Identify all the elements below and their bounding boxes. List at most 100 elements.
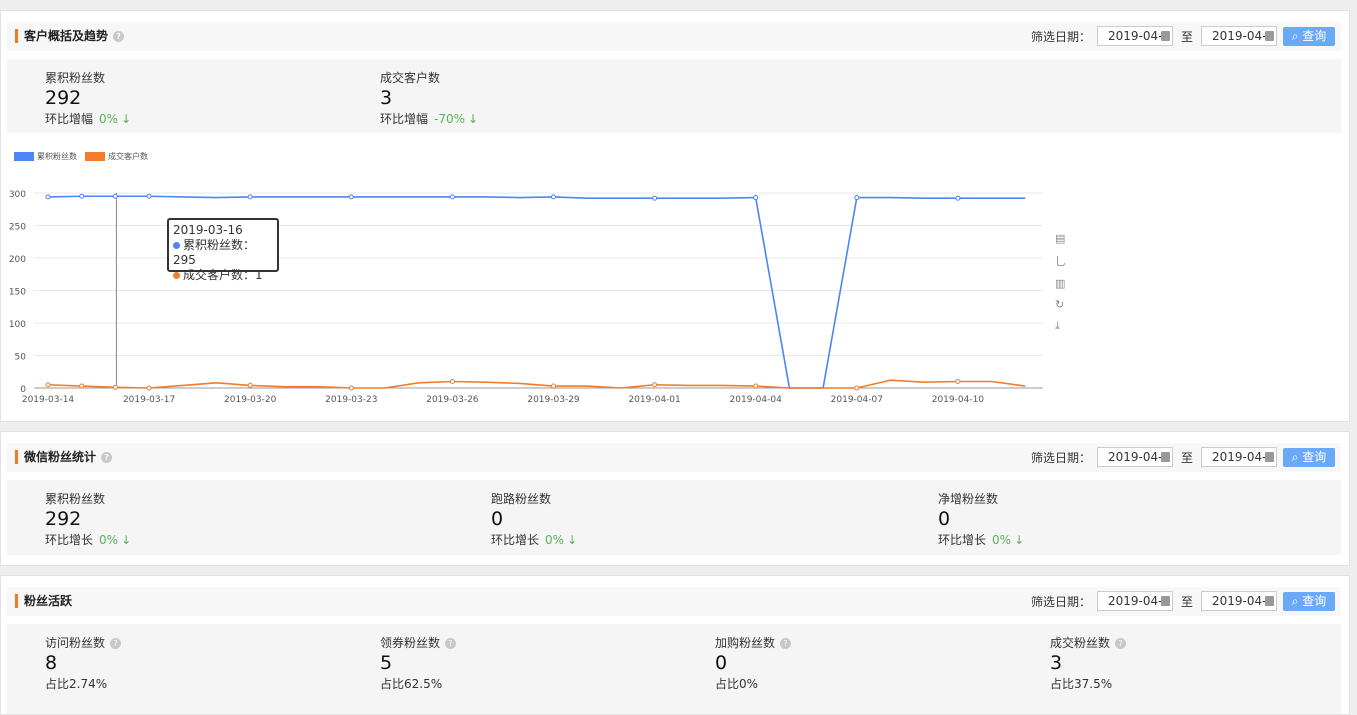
start-date-value: 2019-04-12 <box>1107 29 1162 43</box>
help-icon[interactable]: ? <box>101 452 113 463</box>
start-date-input[interactable]: 2019-04-12 <box>1096 591 1173 611</box>
bar-icon[interactable]: ▥ <box>1055 277 1066 290</box>
to-label: 至 <box>1180 29 1193 44</box>
y-tick-label: 150 <box>9 288 26 298</box>
data-view-icon[interactable]: ▤ <box>1055 232 1066 245</box>
end-date-input[interactable]: 2019-04-12 <box>1201 26 1277 46</box>
x-tick-label: 2019-04-04 <box>730 395 783 405</box>
stat-coupon-fans: 领券粉丝数? 5 占比62.5% <box>380 634 457 692</box>
arrow-down-icon: ↓ <box>121 112 132 126</box>
data-point <box>955 379 961 384</box>
help-icon[interactable]: ? <box>110 638 122 649</box>
stat-ratio: 占比2.74% <box>45 677 108 691</box>
title-text: 粉丝活跃 <box>24 594 73 608</box>
y-tick-label: 100 <box>9 320 26 330</box>
query-button[interactable]: ⌕ 查询 <box>1283 591 1335 611</box>
stat-change: 环比增长 0% ↓ <box>491 531 577 548</box>
end-date-input[interactable]: 2019-04-12 <box>1201 591 1277 611</box>
stat-value: 3 <box>380 87 393 109</box>
stat-value: 3 <box>1050 652 1063 674</box>
chart-legend: 累积粉丝数 成交客户数 <box>14 151 148 162</box>
legend-label: 成交客户数 <box>108 152 148 161</box>
data-point <box>45 382 51 388</box>
end-date-value: 2019-04-12 <box>1212 450 1266 464</box>
stat-label: 成交粉丝数? <box>1050 634 1127 651</box>
label-text: 领券粉丝数 <box>380 636 441 650</box>
line-icon[interactable]: ⺃ <box>1055 255 1066 268</box>
arrow-down-icon: ↓ <box>121 533 132 547</box>
y-tick-label: 0 <box>20 385 26 395</box>
data-point <box>247 382 253 388</box>
data-point <box>112 384 118 390</box>
change-label: 环比增长 <box>45 533 94 547</box>
arrow-down-icon: ↓ <box>567 533 578 547</box>
legend-item-customers[interactable]: 成交客户数 <box>85 151 148 162</box>
help-icon[interactable]: ? <box>113 31 125 42</box>
change-value: 0% <box>992 533 1012 547</box>
legend-item-fans[interactable]: 累积粉丝数 <box>14 151 77 162</box>
help-icon[interactable]: ? <box>445 638 457 649</box>
calendar-icon[interactable] <box>1265 31 1274 41</box>
restore-icon[interactable]: ↻ <box>1055 298 1065 311</box>
stat-visit-fans: 访问粉丝数? 8 占比2.74% <box>45 634 122 692</box>
change-label: 环比增幅 <box>380 112 429 126</box>
section-title: 客户概括及趋势? <box>15 29 125 43</box>
active-section: 粉丝活跃 筛选日期： 2019-04-12 至 2019-04-12 ⌕ 查询 … <box>0 575 1350 715</box>
stat-label: 累积粉丝数 <box>45 71 106 85</box>
query-button[interactable]: ⌕ 查询 <box>1283 447 1335 467</box>
tooltip-text: 成交客户数：1 <box>183 268 263 282</box>
download-icon[interactable]: ⤓ <box>1055 319 1060 332</box>
tooltip-row: 累积粉丝数：295 <box>173 238 273 268</box>
label-text: 加购粉丝数 <box>715 636 776 650</box>
wechat-section: 微信粉丝统计? 筛选日期： 2019-04-12 至 2019-04-12 ⌕ … <box>0 431 1350 566</box>
filter-label: 筛选日期： <box>1030 29 1091 44</box>
start-date-input[interactable]: 2019-04-12 <box>1096 447 1173 467</box>
stat-cart-fans: 加购粉丝数? 0 占比0% <box>715 634 792 692</box>
calendar-icon[interactable] <box>1160 31 1170 41</box>
start-date-value: 2019-04-12 <box>1107 450 1162 464</box>
help-icon[interactable]: ? <box>780 638 792 649</box>
calendar-icon[interactable] <box>1160 596 1170 606</box>
data-point <box>112 193 118 199</box>
stat-value: 292 <box>45 87 82 109</box>
stat-value: 292 <box>45 508 82 530</box>
stat-value: 5 <box>380 652 393 674</box>
calendar-icon[interactable] <box>1265 596 1274 606</box>
data-point <box>854 195 860 201</box>
end-date-input[interactable]: 2019-04-12 <box>1201 447 1277 467</box>
stat-label: 净增粉丝数 <box>938 492 999 506</box>
filter-label: 筛选日期： <box>1030 450 1091 465</box>
stat-net-fans: 净增粉丝数 0 环比增长 0% ↓ <box>938 490 1024 548</box>
series-line-0 <box>47 195 1026 389</box>
help-icon[interactable]: ? <box>1115 638 1127 649</box>
data-point <box>551 383 556 389</box>
data-point <box>79 383 85 389</box>
x-tick-label: 2019-03-26 <box>426 395 479 405</box>
active-header: 粉丝活跃 筛选日期： 2019-04-12 至 2019-04-12 ⌕ 查询 <box>7 587 1341 616</box>
x-tick-label: 2019-03-29 <box>527 395 580 405</box>
data-point <box>652 195 658 201</box>
stat-change: 环比增幅 0% ↓ <box>45 110 131 127</box>
change-value: -70% <box>434 112 466 126</box>
calendar-icon[interactable] <box>1265 452 1274 462</box>
data-point <box>449 379 455 384</box>
title-text: 客户概括及趋势 <box>24 29 109 43</box>
calendar-icon[interactable] <box>1160 452 1170 462</box>
start-date-input[interactable]: 2019-04-12 <box>1096 26 1173 46</box>
query-label: 查询 <box>1302 28 1327 43</box>
stat-label: 跑路粉丝数 <box>491 492 552 506</box>
data-point <box>79 193 85 199</box>
x-tick-label: 2019-03-23 <box>325 395 377 405</box>
wechat-header: 微信粉丝统计? 筛选日期： 2019-04-12 至 2019-04-12 ⌕ … <box>7 443 1341 472</box>
y-tick-label: 300 <box>9 190 26 200</box>
date-filter: 筛选日期： 2019-04-12 至 2019-04-12 ⌕ 查询 <box>1031 591 1335 611</box>
query-button[interactable]: ⌕ 查询 <box>1283 26 1335 46</box>
legend-label: 累积粉丝数 <box>37 152 77 161</box>
stat-change: 环比增长 0% ↓ <box>45 531 131 548</box>
overview-header: 客户概括及趋势? 筛选日期： 2019-04-12 至 2019-04-12 ⌕… <box>7 22 1341 51</box>
label-text: 访问粉丝数 <box>45 636 106 650</box>
tooltip-row: 成交客户数：1 <box>173 268 273 283</box>
chart-tooltip: 2019-03-16 累积粉丝数：295 成交客户数：1 <box>167 218 279 282</box>
trend-chart: 0 50 100 150 200 250 300 2019-03-14 2019-03-17 20… <box>9 190 1043 405</box>
stat-value: 8 <box>45 652 58 674</box>
